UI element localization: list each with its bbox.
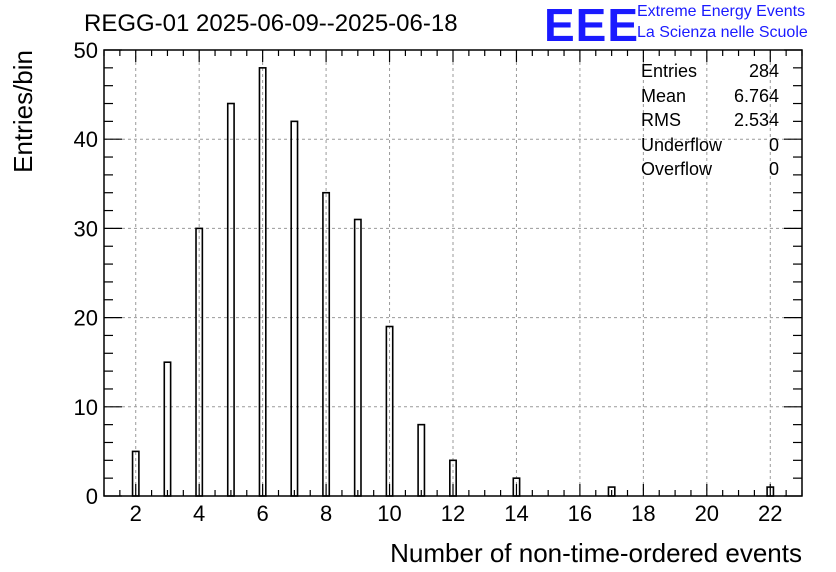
stats-row-mean: Mean 6.764 (641, 84, 779, 109)
y-tick-label: 40 (74, 127, 98, 152)
y-tick-label: 30 (74, 216, 98, 241)
x-tick-label: 18 (631, 501, 655, 526)
histogram-bar (417, 423, 426, 497)
stats-label: Underflow (641, 134, 723, 155)
x-tick-label: 4 (193, 501, 205, 526)
histogram-bar (353, 218, 362, 497)
y-tick-label: 50 (74, 38, 98, 63)
x-tick-label: 10 (377, 501, 401, 526)
x-tick-label: 6 (257, 501, 269, 526)
x-tick-label: 12 (441, 501, 465, 526)
stats-label: Mean (641, 85, 687, 106)
chart-title: REGG-01 2025-06-09--2025-06-18 (84, 10, 458, 37)
y-axis-label: Entries/bin (8, 50, 38, 173)
y-tick-label: 0 (86, 484, 98, 509)
stats-value: 0 (768, 159, 779, 179)
stats-box: Entries 284 Mean 6.764 RMS 2.534 Underfl… (641, 59, 779, 182)
x-tick-label: 22 (758, 501, 782, 526)
histogram-bar (258, 67, 267, 497)
eee-logo: EEE (544, 0, 640, 51)
x-tick-label: 14 (504, 501, 528, 526)
stats-value: 284 (748, 61, 779, 81)
stats-row-entries: Entries 284 (641, 59, 779, 84)
stats-label: Overflow (641, 159, 713, 179)
y-tick-labels: 0 10 20 30 40 50 (74, 38, 98, 509)
x-axis-label: Number of non-time-ordered events (390, 538, 802, 568)
stats-label: Entries (641, 61, 698, 81)
stats-label: RMS (641, 110, 681, 130)
stats-value: 6.764 (733, 85, 779, 106)
y-tick-label: 20 (74, 306, 98, 331)
logo-text-line2: La Scienza nelle Scuole (637, 24, 808, 41)
stats-row-underflow: Underflow 0 (641, 133, 779, 158)
x-tick-label: 2 (130, 501, 142, 526)
stats-row-rms: RMS 2.534 (641, 108, 779, 133)
stats-row-overflow: Overflow 0 (641, 157, 779, 182)
x-tick-labels: 2 4 6 8 10 12 14 16 18 20 22 (130, 501, 783, 526)
stats-value: 2.534 (733, 110, 779, 130)
plot-frame (103, 49, 803, 497)
grid-lines (104, 50, 802, 496)
histogram-bar (226, 102, 235, 497)
histogram-bar (163, 361, 172, 497)
x-tick-label: 8 (320, 501, 332, 526)
stats-value: 0 (768, 134, 779, 155)
y-tick-label: 10 (74, 395, 98, 420)
x-tick-label: 20 (695, 501, 719, 526)
histogram-bar (290, 120, 299, 497)
logo-text-line1: Extreme Energy Events (637, 3, 806, 20)
x-tick-label: 16 (568, 501, 592, 526)
